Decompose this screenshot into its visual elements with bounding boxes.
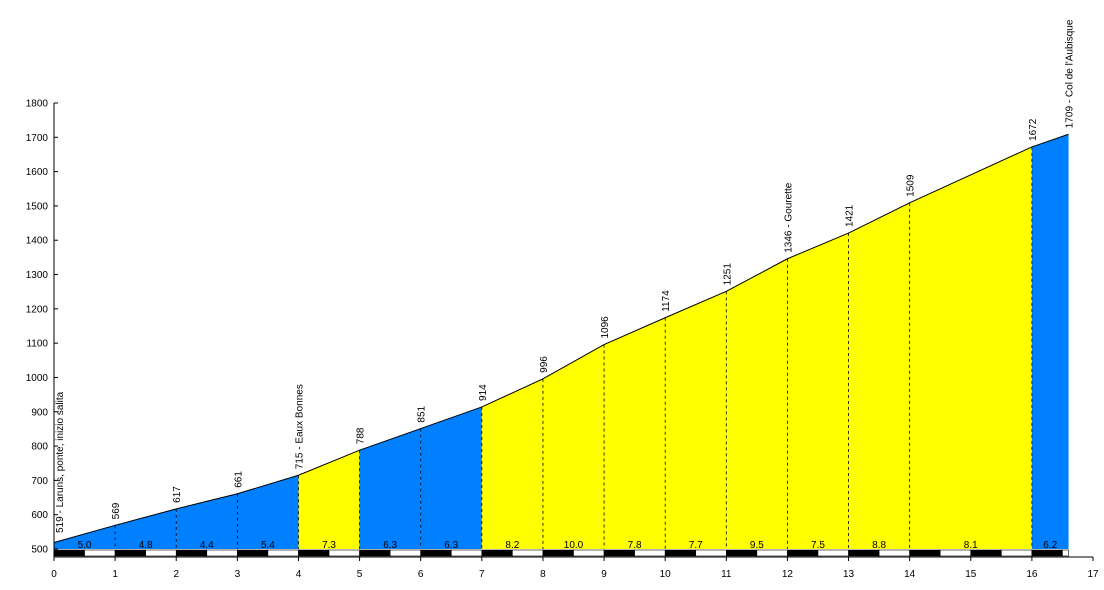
gradient-label: 6.2 xyxy=(1043,540,1057,551)
gradient-labels: 5.0 4.8 4.4 5.4 7.3 6.3 6.3 8.2 10.0 7.8 7.7 9.5 7.5… xyxy=(78,540,1058,551)
x-tick-label: 6 xyxy=(418,569,424,580)
y-tick-label: 1100 xyxy=(26,339,48,350)
gradient-label: 5.4 xyxy=(261,540,275,551)
altitude-label: 1672 xyxy=(1028,118,1039,141)
x-tick-label: 12 xyxy=(782,569,794,580)
gradient-area xyxy=(787,233,849,549)
altitude-label: 519 - Laruns, ponte, inizio salita xyxy=(55,391,66,533)
x-tick-label: 16 xyxy=(1026,569,1038,580)
y-tick-label: 1200 xyxy=(26,304,49,315)
profile-line xyxy=(53,133,1069,543)
gradient-label: 8.8 xyxy=(872,540,886,551)
x-tick-label: 17 xyxy=(1087,569,1099,580)
gradient-area xyxy=(848,202,910,549)
gradient-area xyxy=(359,428,421,549)
x-tick-label: 5 xyxy=(357,569,363,580)
gradient-area xyxy=(115,508,177,549)
y-tick-label: 1600 xyxy=(26,167,49,178)
gradient-label: 6.3 xyxy=(444,540,458,551)
altitude-label: 851 xyxy=(417,405,428,422)
altitude-label: 788 xyxy=(356,427,367,444)
y-tick-label: 600 xyxy=(31,510,48,521)
gradient-area xyxy=(298,450,360,549)
y-tick-label: 1700 xyxy=(26,133,49,144)
gradient-area xyxy=(420,406,482,549)
altitude-labels: 519 - Laruns, ponte, inizio salita 569 617… xyxy=(55,19,1076,533)
gradient-area xyxy=(481,378,543,549)
gradient-label: 7.3 xyxy=(322,540,336,551)
gradient-label: 7.5 xyxy=(811,540,825,551)
gradient-area xyxy=(665,291,727,549)
gradient-label: 5.0 xyxy=(78,540,92,551)
gradient-label: 7.8 xyxy=(628,540,642,551)
x-tick-label: 2 xyxy=(173,569,179,580)
x-tick-label: 9 xyxy=(601,569,607,580)
x-tick-label: 3 xyxy=(235,569,241,580)
altitude-label: 617 xyxy=(172,486,183,503)
gradient-label: 10.0 xyxy=(564,540,584,551)
altitude-label: 569 xyxy=(111,502,122,519)
altitude-label: 1421 xyxy=(845,204,856,227)
x-tick-label: 13 xyxy=(843,569,855,580)
y-tick-label: 800 xyxy=(31,442,48,453)
gradient-areas xyxy=(54,134,1069,549)
y-tick-label: 1800 xyxy=(26,99,49,110)
y-tick-label: 1400 xyxy=(26,236,49,247)
gradient-area xyxy=(1031,134,1069,549)
x-tick-label: 10 xyxy=(660,569,672,580)
y-tick-label: 1000 xyxy=(26,373,49,384)
x-tick-label: 1 xyxy=(112,569,118,580)
x-tick-label: 4 xyxy=(296,569,302,580)
gradient-label: 9.5 xyxy=(750,540,764,551)
y-tick-label: 500 xyxy=(31,545,48,556)
altitude-label: 1174 xyxy=(661,290,672,312)
altitude-label: 1509 xyxy=(906,174,917,197)
distance-bar-block xyxy=(909,549,941,557)
y-tick-label: 700 xyxy=(31,476,48,487)
x-tick-label: 11 xyxy=(721,569,732,580)
y-tick-label: 1500 xyxy=(26,201,49,212)
altitude-label: 914 xyxy=(478,384,489,401)
altitude-label: 715 - Eaux Bonnes xyxy=(294,384,305,469)
distance-bar xyxy=(53,549,1069,557)
km-dividers xyxy=(114,146,1033,549)
gradient-label: 8.2 xyxy=(505,540,519,551)
altitude-label: 996 xyxy=(539,356,550,373)
gradient-label: 8.1 xyxy=(964,540,978,551)
x-tick-label: 15 xyxy=(965,569,977,580)
gradient-label: 4.8 xyxy=(139,540,153,551)
gradient-area xyxy=(726,258,788,549)
gradient-label: 7.7 xyxy=(689,540,703,551)
x-tick-label: 0 xyxy=(51,569,57,580)
gradient-label: 6.3 xyxy=(383,540,397,551)
altitude-label: 1709 - Col de l'Aubisque xyxy=(1065,19,1076,128)
x-tick-label: 7 xyxy=(479,569,485,580)
x-tick-label: 14 xyxy=(904,569,916,580)
gradient-area xyxy=(909,146,1032,549)
altitude-label: 661 xyxy=(233,471,244,488)
gradient-label: 4.4 xyxy=(200,540,214,551)
y-tick-label: 1300 xyxy=(26,270,49,281)
axes: 5006007008009001000110012001300140015001… xyxy=(26,99,1099,581)
gradient-area xyxy=(604,317,666,549)
altitude-label: 1096 xyxy=(600,316,611,339)
altitude-label: 1346 - Gourette xyxy=(783,182,794,252)
distance-bar-block xyxy=(1001,549,1033,557)
x-tick-label: 8 xyxy=(540,569,546,580)
gradient-area xyxy=(54,525,116,549)
altitude-label: 1251 xyxy=(722,263,733,286)
gradient-area xyxy=(237,475,299,549)
gradient-area xyxy=(542,344,605,549)
distance-bar-block xyxy=(1062,549,1069,557)
gradient-area xyxy=(176,493,238,549)
y-tick-label: 900 xyxy=(31,407,48,418)
